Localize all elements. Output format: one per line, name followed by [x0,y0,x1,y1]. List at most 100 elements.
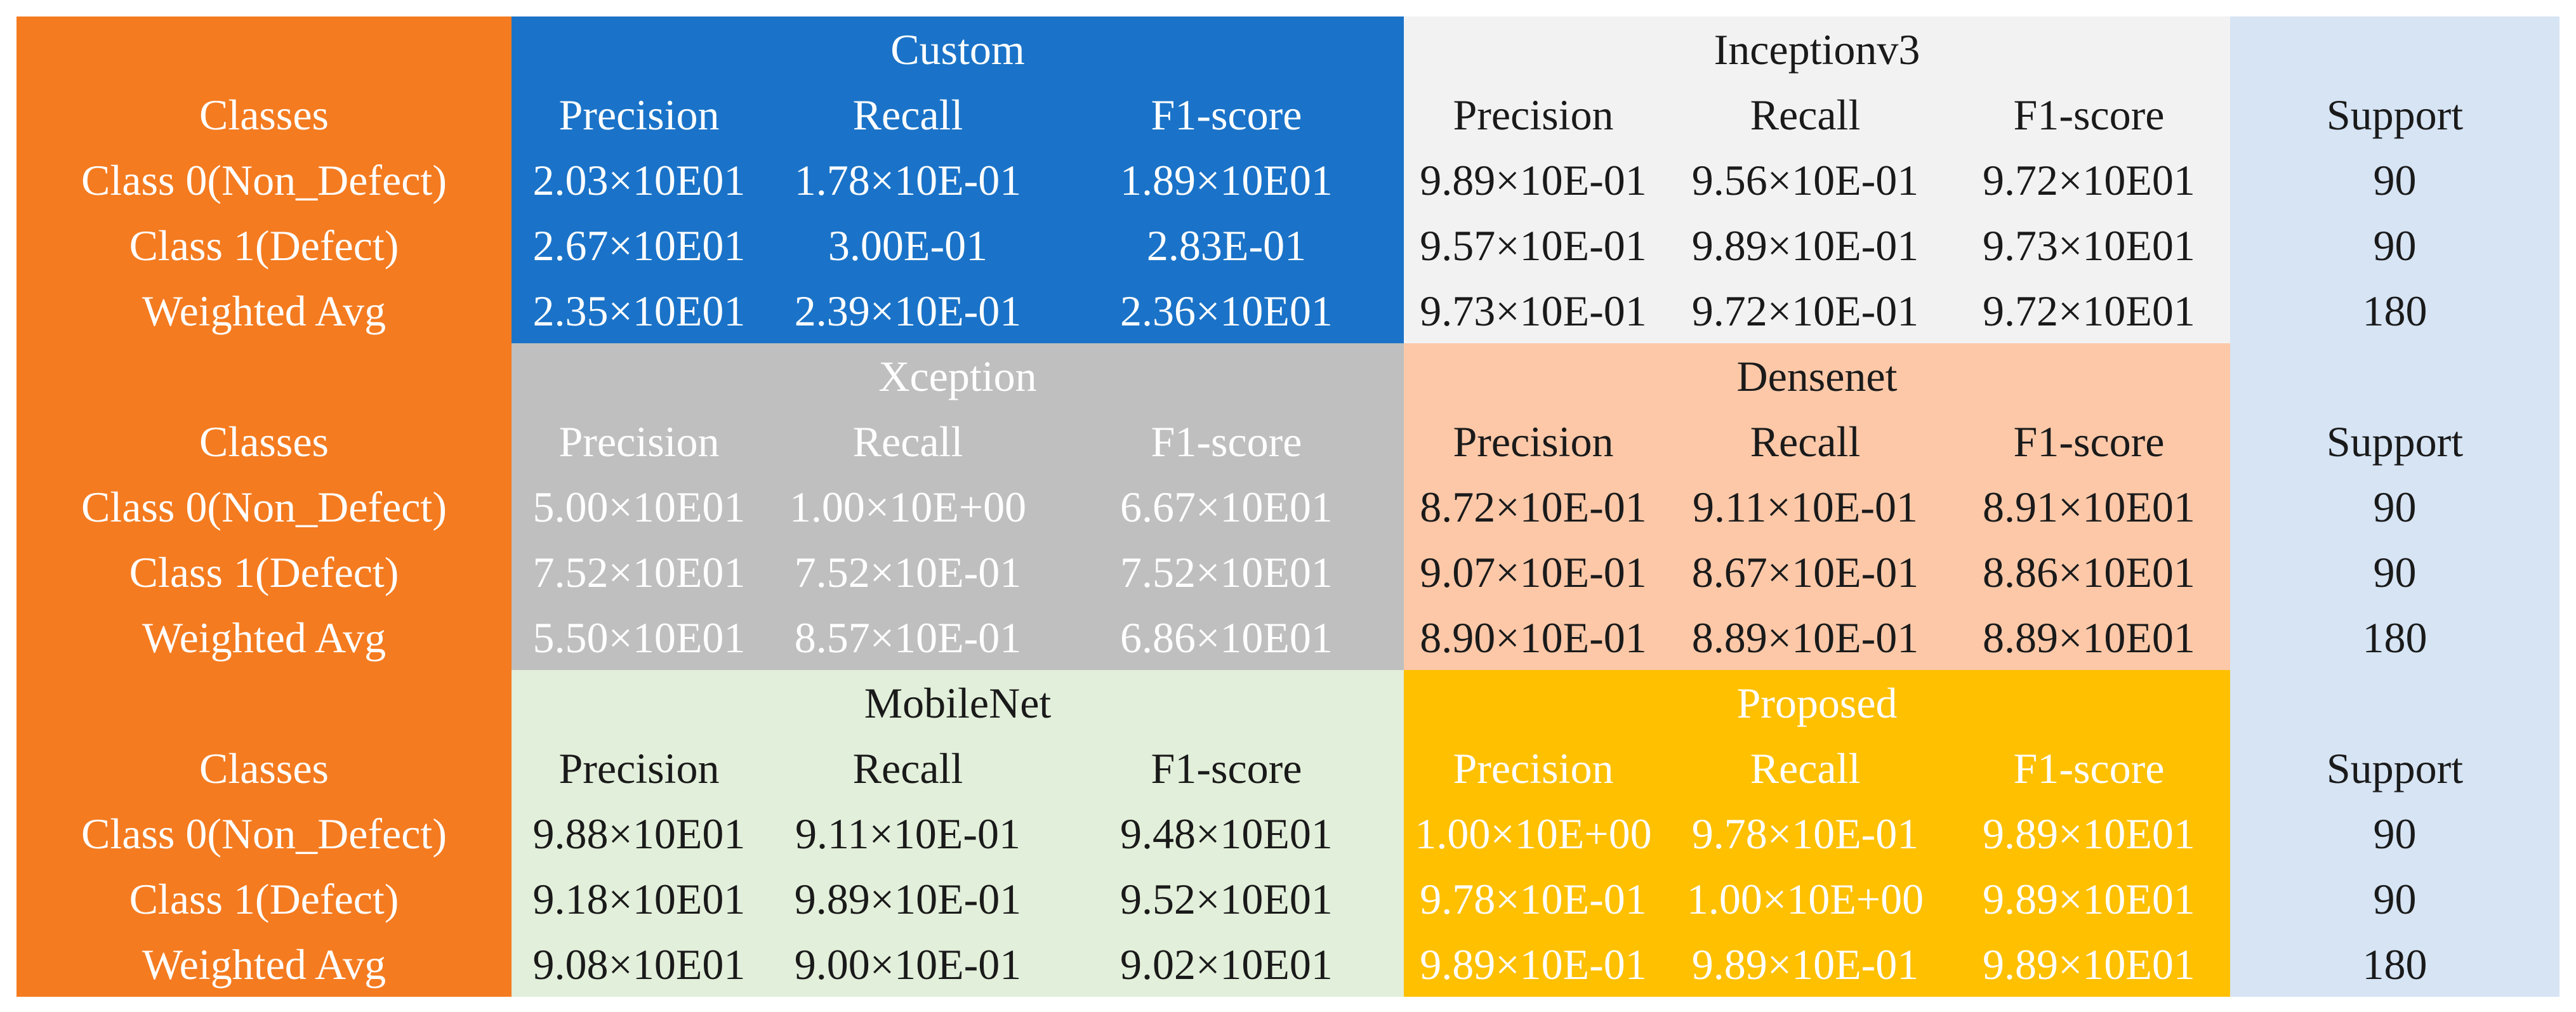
support-value: 180 [2362,940,2427,989]
metric-value: 9.89×10E01 [1983,940,2195,989]
metric-value: 7.52×10E-01 [794,548,1022,596]
metric-value: 9.08×10E01 [532,940,746,989]
model-title: Inceptionv3 [1714,25,1920,74]
metric-header: Recall [852,417,963,466]
metric-value: 9.00×10E-01 [794,940,1022,989]
row-label: Weighted Avg [142,613,386,662]
metric-value: 9.89×10E01 [1983,874,2195,923]
row-label: Class 0(Non_Defect) [81,809,447,858]
metric-value: 8.67×10E-01 [1691,548,1919,596]
model-title: Proposed [1736,678,1898,727]
row-label: Class 1(Defect) [129,874,399,923]
support-value: 90 [2373,155,2417,204]
metric-value: 5.00×10E01 [532,482,746,531]
metric-value: 9.73×10E-01 [1420,286,1647,335]
metric-value: 7.52×10E01 [532,548,746,596]
metric-header: F1-score [1151,417,1302,466]
metric-value: 9.52×10E01 [1120,874,1333,923]
metric-value: 9.89×10E-01 [1691,221,1919,270]
metric-header: F1-score [2013,744,2165,792]
metric-header: Precision [558,90,720,139]
metric-value: 9.78×10E-01 [1691,809,1919,858]
metric-value: 9.72×10E01 [1983,286,2195,335]
classes-column [17,16,512,997]
metric-value: 8.89×10E01 [1983,613,2195,662]
metric-value: 9.88×10E01 [532,809,746,858]
model-title: Xception [878,352,1037,400]
metric-value: 9.89×10E-01 [1420,940,1647,989]
support-value: 180 [2362,613,2427,662]
support-value: 90 [2373,874,2417,923]
model-title: MobileNet [864,678,1052,727]
metric-value: 9.56×10E-01 [1691,155,1919,204]
support-header: Support [2326,417,2464,466]
model-panel-densenet [1404,343,2230,670]
metric-value: 9.48×10E01 [1120,809,1333,858]
metric-value: 9.89×10E01 [1983,809,2195,858]
metric-value: 9.11×10E-01 [795,809,1020,858]
model-panel-inceptionv3 [1404,16,2230,343]
row-label: Weighted Avg [142,940,386,989]
metric-value: 2.03×10E01 [532,155,746,204]
metric-value: 8.72×10E-01 [1420,482,1647,531]
metrics-table: Custom Inceptionv3 Classes Precision Recall F… [17,16,2559,997]
metric-value: 2.35×10E01 [532,286,746,335]
metric-value: 9.57×10E-01 [1420,221,1647,270]
metric-header: Recall [852,90,963,139]
support-value: 90 [2373,809,2417,858]
metric-header: Precision [1453,417,1614,466]
model-panel-custom [512,16,1404,343]
model-panel-proposed [1404,670,2230,997]
metric-value: 8.86×10E01 [1983,548,2195,596]
metric-header: F1-score [2013,90,2165,139]
metric-value: 1.78×10E-01 [794,155,1022,204]
metric-header: F1-score [1151,90,1302,139]
metric-value: 9.72×10E01 [1983,155,2195,204]
model-title: Custom [890,25,1025,74]
support-value: 90 [2373,482,2417,531]
metric-value: 9.72×10E-01 [1691,286,1919,335]
metric-value: 2.39×10E-01 [794,286,1022,335]
metric-value: 8.57×10E-01 [794,613,1022,662]
metric-value: 9.89×10E-01 [794,874,1022,923]
model-title: Densenet [1736,352,1898,400]
metric-value: 1.89×10E01 [1120,155,1333,204]
metric-value: 5.50×10E01 [532,613,746,662]
metric-value: 2.36×10E01 [1120,286,1333,335]
row-label: Weighted Avg [142,286,386,335]
support-header: Support [2326,744,2464,792]
metric-value: 8.91×10E01 [1983,482,2195,531]
row-label: Class 1(Defect) [129,548,399,596]
metric-value: 2.67×10E01 [532,221,746,270]
classes-header: Classes [199,744,329,792]
metric-value: 1.00×10E+00 [1686,874,1924,923]
metric-value: 9.73×10E01 [1983,221,2195,270]
support-header: Support [2326,90,2464,139]
row-label: Class 0(Non_Defect) [81,482,447,531]
metric-header: F1-score [2013,417,2165,466]
metric-value: 9.18×10E01 [532,874,746,923]
metric-value: 1.00×10E+00 [1415,809,1652,858]
metric-header: Precision [1453,744,1614,792]
row-label: Class 1(Defect) [129,221,399,270]
metric-value: 1.00×10E+00 [789,482,1027,531]
model-panel-xception [512,343,1404,670]
support-column [2230,16,2559,997]
metric-header: Recall [1750,744,1861,792]
metric-header: Precision [558,417,720,466]
metric-header: Precision [558,744,720,792]
metric-value: 6.67×10E01 [1120,482,1333,531]
metric-value: 9.89×10E-01 [1420,155,1647,204]
support-value: 90 [2373,221,2417,270]
metric-value: 9.89×10E-01 [1691,940,1919,989]
metric-value: 9.02×10E01 [1120,940,1333,989]
support-value: 180 [2362,286,2427,335]
metric-value: 6.86×10E01 [1120,613,1333,662]
metric-header: Recall [1750,90,1861,139]
metric-header: Recall [1750,417,1861,466]
support-value: 90 [2373,548,2417,596]
metric-value: 7.52×10E01 [1120,548,1333,596]
metric-value: 2.83E-01 [1146,221,1307,270]
metric-value: 3.00E-01 [828,221,988,270]
metric-header: Recall [852,744,963,792]
